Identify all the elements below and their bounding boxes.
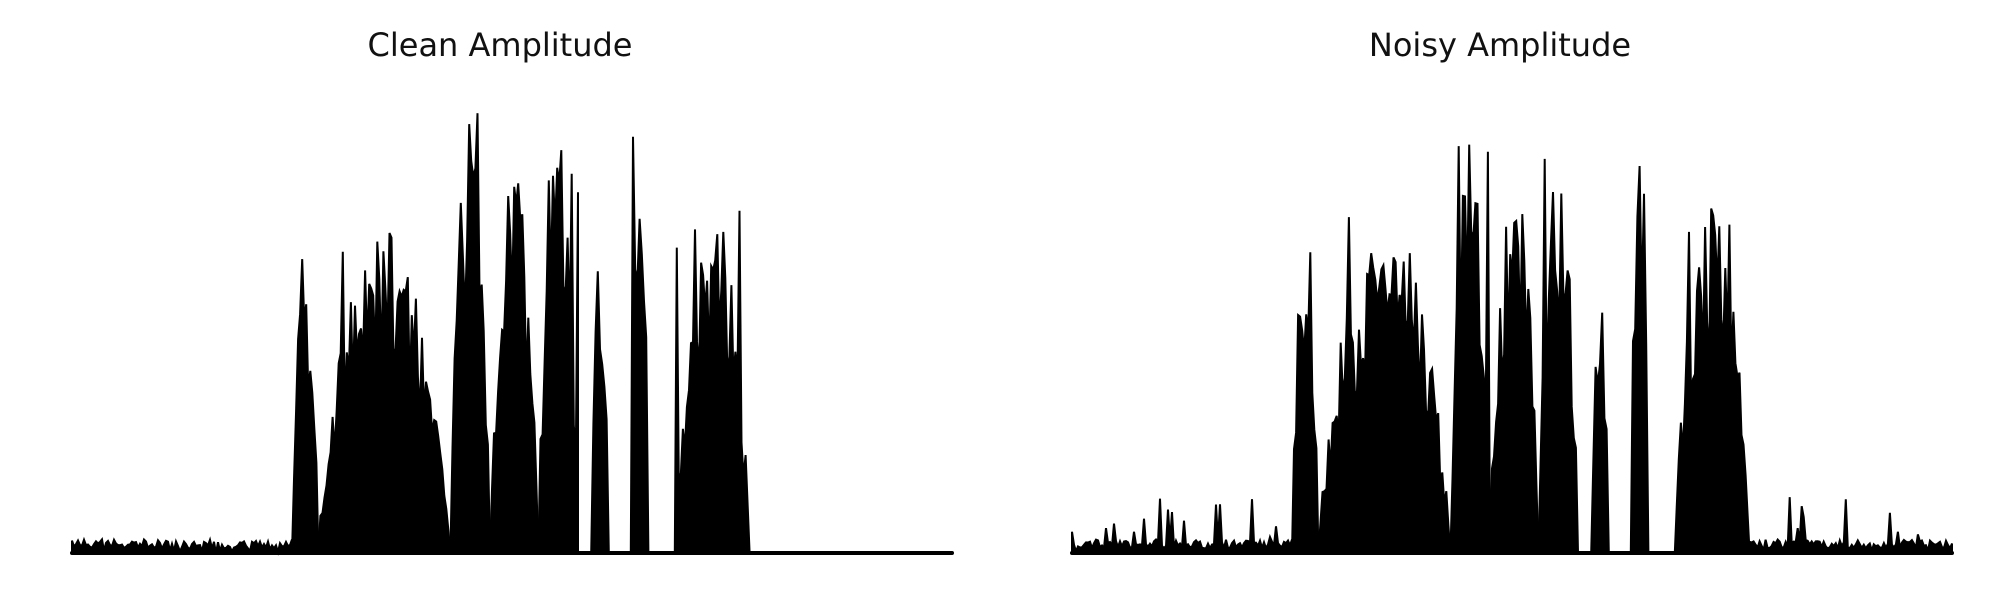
waveform-segment (1537, 158, 1580, 554)
waveform-segment (1590, 312, 1610, 554)
waveform-segment (449, 113, 492, 554)
clean-amplitude-plot (70, 113, 954, 556)
noisy-amplitude-panel: Noisy Amplitude (1000, 0, 2000, 600)
chart-title-clean: Clean Amplitude (367, 26, 633, 64)
waveform-segment (1071, 498, 1293, 555)
waveform-segment (537, 150, 579, 554)
chart-title-noisy: Noisy Amplitude (1368, 26, 1632, 64)
waveform-segment (1629, 165, 1650, 554)
waveform-segment (71, 536, 293, 556)
noisy-amplitude-plot (1070, 144, 1954, 555)
waveform-segment (1748, 497, 1953, 554)
waveform-segment (488, 183, 540, 554)
waveform-segment (1317, 217, 1452, 554)
waveform-segment (629, 136, 650, 554)
clean-amplitude-panel: Clean Amplitude (70, 26, 954, 556)
waveform-segment (1488, 214, 1540, 554)
waveform-segment (317, 232, 452, 554)
waveform-segment (290, 259, 320, 554)
waveform-segment (1449, 144, 1492, 554)
waveform-segment (1290, 252, 1320, 554)
waveform-segment (590, 271, 610, 554)
waveform-segment (673, 210, 751, 554)
waveform-segment (1673, 208, 1751, 554)
